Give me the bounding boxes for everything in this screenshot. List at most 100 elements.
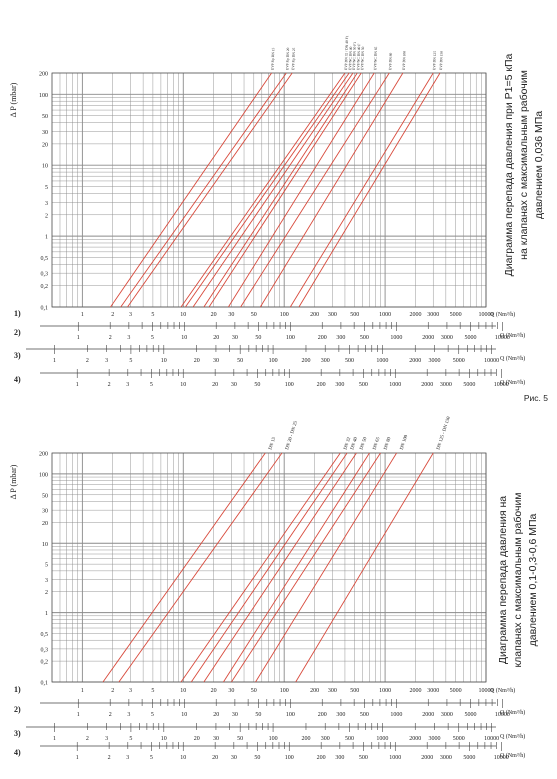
- scale-tick-label: 3000: [427, 688, 439, 694]
- scale-tick-label: 10000: [484, 358, 499, 364]
- scale-tick-label: 5000: [464, 335, 476, 341]
- scale-tick-label: 1: [81, 688, 84, 694]
- y-tick-label: 20: [42, 142, 48, 148]
- y-tick-label: 3: [45, 201, 48, 207]
- series-label-2: DN 20 - DN 25: [285, 420, 299, 451]
- scale-tick-label: 10: [181, 712, 187, 718]
- series-label-9: DN 125 - DN 150: [436, 416, 452, 451]
- series-line-5: [185, 72, 350, 308]
- flow-scale-4: 4) 1 2 3 5 10 20 30 50 100 200 300 500 1000 2000 3000 50…: [14, 369, 525, 388]
- scale-tick-label: 300: [321, 358, 330, 364]
- scale-row-label: 3): [14, 729, 21, 738]
- scale-tick-label: 5: [150, 755, 153, 761]
- scale-tick-label: 10000: [484, 736, 499, 742]
- y-tick-label: 10: [42, 164, 48, 170]
- scale-tick-label: 30: [213, 358, 219, 364]
- series-label-8: EVP/NC DN 50: [360, 46, 365, 70]
- flow-scale-2: 2) 1 2 3 5 10 20 30 50 100 200 300 500 1000 2000 3000 50…: [14, 699, 525, 718]
- series-label-11: EVP DN 100: [402, 51, 407, 70]
- chart-title-line: клапанах с максимальным рабочим: [512, 492, 524, 667]
- series-label-10: EVP DN 80: [388, 52, 393, 70]
- scale-tick-label: 3000: [428, 358, 440, 364]
- scale-tick-label: 2: [109, 335, 112, 341]
- y-tick-label: 10: [42, 542, 48, 548]
- scale-tick-label: 20: [194, 736, 200, 742]
- scale-tick-label: 50: [237, 358, 243, 364]
- scale-tick-label: 2000: [409, 312, 421, 318]
- scale-tick-label: 200: [301, 736, 310, 742]
- scale-tick-label: 10000: [479, 688, 494, 694]
- series-line-8: [255, 452, 397, 683]
- scale-unit-label: Q (Nm³/h): [500, 752, 525, 759]
- chart-panel-1: 0,1 0,2 0,3 0,5 1 2 3 5 10 20 30 50 100 200 Δ P (mbar)…: [9, 35, 545, 388]
- scale-tick-label: 2: [109, 712, 112, 718]
- series-line-1: [110, 72, 272, 308]
- series-line-6: [192, 72, 354, 308]
- scale-tick-label: 3: [126, 755, 129, 761]
- series-line-3: [180, 452, 341, 683]
- scale-tick-label: 5000: [453, 736, 465, 742]
- y-tick-label: 50: [42, 114, 48, 120]
- scale-row-label: 1): [14, 309, 21, 318]
- series-line-2: [120, 72, 287, 308]
- scale-tick-label: 500: [350, 312, 359, 318]
- scale-tick-label: 2: [108, 382, 111, 388]
- scale-tick-label: 5000: [464, 712, 476, 718]
- scale-unit-label: Q (Nm³/h): [490, 311, 515, 318]
- scale-tick-label: 3: [127, 712, 130, 718]
- scale-tick-label: 50: [251, 312, 257, 318]
- scale-tick-label: 20: [194, 358, 200, 364]
- y-tick-label: 5: [45, 563, 48, 569]
- y-tick-label: 0,2: [41, 660, 49, 666]
- scale-tick-label: 200: [317, 382, 326, 388]
- y-tick-label: 30: [42, 130, 48, 136]
- series-label-8: DN 100: [400, 434, 410, 451]
- series-line-2: [118, 452, 283, 683]
- flow-scale-1: 1) 1 2 3 5 10 20 30 50 100 200 300 500 1000 2000 3000 50…: [14, 309, 515, 318]
- scale-tick-label: 50: [251, 688, 257, 694]
- scale-tick-label: 10000: [479, 312, 494, 318]
- scale-tick-label: 20: [212, 382, 218, 388]
- scale-tick-label: 5: [151, 312, 154, 318]
- scale-tick-label: 100: [286, 712, 295, 718]
- scale-tick-label: 30: [228, 312, 234, 318]
- series-label-3: DN 32: [343, 436, 352, 450]
- scale-tick-label: 300: [321, 736, 330, 742]
- series-label-7: EVP/NC DN 40 F: [356, 44, 361, 70]
- series-line-1: [102, 452, 266, 683]
- scale-tick-label: 30: [232, 335, 238, 341]
- scale-tick-label: 10: [161, 358, 167, 364]
- scale-tick-label: 1000: [379, 312, 391, 318]
- scale-tick-label: 2000: [409, 358, 421, 364]
- series-line-5: [203, 452, 357, 683]
- scale-tick-label: 10: [180, 755, 186, 761]
- chart-panel-2: 0,1 0,2 0,3 0,5 1 2 3 5 10 20 30 50 100 200 Δ P (mbar)…: [9, 416, 539, 761]
- scale-tick-label: 10000: [495, 335, 510, 341]
- scale-tick-label: 5: [151, 712, 154, 718]
- chart-title-line: Диаграмма перепада давления на: [497, 496, 509, 664]
- series-line-12: [289, 72, 434, 308]
- y-axis-label: Δ P (mbar): [9, 82, 18, 117]
- scale-tick-label: 1000: [389, 382, 401, 388]
- scale-tick-label: 3000: [427, 312, 439, 318]
- series-line-7: [231, 452, 381, 683]
- series-line-4: [190, 452, 348, 683]
- series-line-11: [259, 72, 404, 308]
- scale-tick-label: 5: [129, 736, 132, 742]
- scale-tick-label: 500: [350, 688, 359, 694]
- scale-tick-label: 5000: [450, 688, 462, 694]
- series-label-6: DN 65: [373, 436, 382, 450]
- scale-tick-label: 100: [286, 335, 295, 341]
- plot-frame: [51, 452, 487, 683]
- scale-tick-label: 100: [285, 755, 294, 761]
- scale-unit-label: Q (Nm³/h): [500, 332, 525, 339]
- scale-tick-label: 100: [285, 382, 294, 388]
- flow-scale-1: 1) 1 2 3 5 10 20 30 50 100 200 300 500 1000 2000 3000 50…: [14, 685, 515, 694]
- series-label-5: EVP/NC DN 40: [348, 46, 353, 70]
- scale-tick-label: 20: [211, 688, 217, 694]
- scale-tick-label: 3: [129, 312, 132, 318]
- scale-tick-label: 10000: [494, 755, 509, 761]
- scale-tick-label: 1000: [390, 712, 402, 718]
- scale-tick-label: 1000: [376, 736, 388, 742]
- scale-tick-label: 1000: [389, 755, 401, 761]
